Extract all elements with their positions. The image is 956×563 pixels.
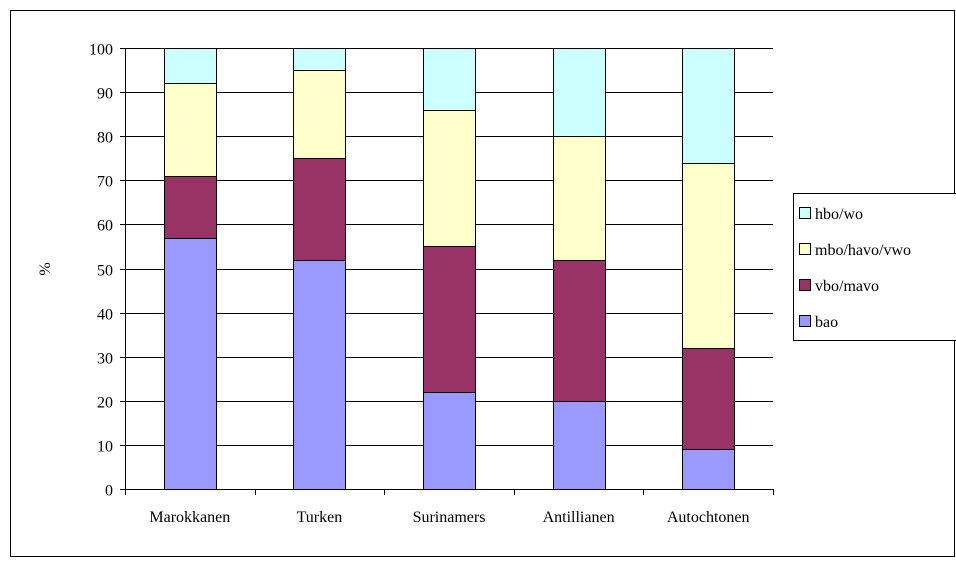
x-tick-label: Marokkanen [149, 509, 230, 526]
y-tick-label: 20 [97, 395, 113, 412]
x-tick-label: Turken [297, 509, 343, 526]
legend-entry: mbo/havo/vwo [815, 242, 911, 259]
bar-segment-hbo-wo [294, 49, 346, 71]
legend: hbo/wo mbo/havo/vwo vbo/mavo bao [794, 194, 956, 341]
y-tick-label: 80 [97, 130, 113, 147]
bar-segment-vbo-mavo [554, 261, 606, 402]
bar-segment-vbo-mavo [424, 247, 476, 393]
bar-segment-mbo-havo-vwo [294, 71, 346, 159]
y-tick-label: 60 [97, 218, 113, 235]
y-tick-label: 0 [105, 483, 113, 500]
y-tick-label: 100 [89, 42, 113, 59]
bar-segment-mbo-havo-vwo [683, 164, 735, 349]
y-tick-label: 40 [97, 307, 113, 324]
y-tick-label: 30 [97, 351, 113, 368]
y-tick-label: 50 [97, 263, 113, 280]
bar-segment-mbo-havo-vwo [554, 137, 606, 261]
legend-swatch [800, 280, 811, 291]
bar-segment-bao [683, 450, 735, 490]
y-tick-label: 90 [97, 86, 113, 103]
bar-segment-hbo-wo [424, 49, 476, 111]
bar-segment-mbo-havo-vwo [165, 84, 217, 177]
legend-entry: hbo/wo [815, 206, 863, 223]
bar-segment-hbo-wo [165, 49, 217, 84]
legend-swatch [800, 208, 811, 219]
legend-swatch [800, 316, 811, 327]
bar-segment-vbo-mavo [683, 349, 735, 450]
bar-segment-bao [554, 402, 606, 490]
bar-segment-bao [165, 239, 217, 490]
legend-entry: vbo/mavo [815, 278, 879, 295]
bar-segment-vbo-mavo [294, 159, 346, 261]
bar-segment-hbo-wo [554, 49, 606, 137]
y-tick-label: 10 [97, 439, 113, 456]
legend-swatch [800, 244, 811, 255]
bar-segment-bao [424, 393, 476, 490]
y-axis-label: % [37, 262, 54, 275]
x-tick-label: Surinamers [413, 509, 486, 526]
y-tick-label: 70 [97, 174, 113, 191]
x-tick-label: Autochtonen [667, 509, 750, 526]
bar-segment-hbo-wo [683, 49, 735, 164]
x-tick-label: Antillianen [543, 509, 615, 526]
bar-segment-bao [294, 261, 346, 490]
legend-entry: bao [815, 314, 838, 331]
bar-segment-mbo-havo-vwo [424, 111, 476, 247]
bar-segment-vbo-mavo [165, 177, 217, 239]
